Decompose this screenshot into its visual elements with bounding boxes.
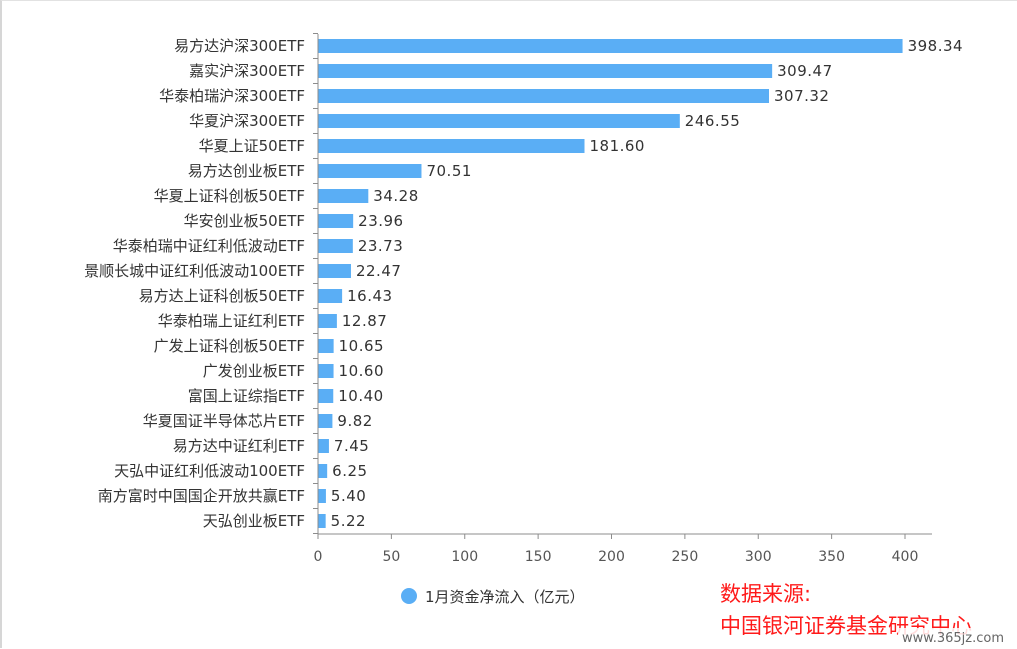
bar (318, 264, 351, 278)
category-label: 华泰柏瑞中证红利低波动ETF (113, 237, 305, 255)
axis-layer: 0 50 100 150 200 250 300 350 400 (313, 33, 932, 565)
value-label: 23.96 (358, 212, 403, 230)
bar (318, 314, 337, 328)
category-label: 华夏国证半导体芯片ETF (143, 412, 305, 430)
category-label: 华夏上证50ETF (199, 137, 305, 155)
x-tick-label: 300 (745, 549, 772, 565)
category-label: 广发创业板ETF (203, 362, 305, 380)
value-label: 398.34 (908, 37, 964, 55)
watermark-text: www.365jz.com (902, 631, 1004, 646)
value-label: 9.82 (337, 412, 372, 430)
value-label: 23.73 (358, 237, 403, 255)
bar (318, 414, 333, 428)
bar (318, 64, 773, 78)
bar (318, 164, 422, 178)
bar (318, 514, 326, 528)
x-tick-label: 0 (314, 549, 323, 565)
value-label: 70.51 (426, 162, 471, 180)
legend-label: 1月资金净流入（亿元） (425, 588, 585, 606)
x-tick-label: 350 (818, 549, 845, 565)
value-label: 5.40 (331, 487, 366, 505)
bar (318, 339, 334, 353)
category-label: 南方富时中国国企开放共赢ETF (98, 487, 305, 505)
source-line-1: 数据来源: (720, 582, 811, 606)
x-tick-label: 200 (598, 549, 625, 565)
category-label: 天弘中证红利低波动100ETF (114, 462, 305, 480)
bar (318, 114, 680, 128)
bar (318, 214, 354, 228)
value-label: 7.45 (334, 437, 369, 455)
x-tick-label: 150 (525, 549, 552, 565)
value-label: 10.40 (338, 387, 383, 405)
bar (318, 189, 369, 203)
x-tick-label: 100 (451, 549, 478, 565)
value-label: 10.65 (339, 337, 384, 355)
category-label: 华夏沪深300ETF (189, 112, 305, 130)
category-label: 易方达沪深300ETF (174, 37, 305, 55)
value-label: 16.43 (347, 287, 392, 305)
bar (318, 389, 334, 403)
value-label: 10.60 (339, 362, 384, 380)
bar (318, 39, 903, 53)
category-label: 易方达上证科创板50ETF (139, 287, 305, 305)
x-tick-label: 400 (892, 549, 919, 565)
category-label: 易方达中证红利ETF (173, 437, 305, 455)
value-label: 307.32 (774, 87, 830, 105)
value-label: 34.28 (373, 187, 418, 205)
category-label: 嘉实沪深300ETF (189, 62, 305, 80)
value-label: 246.55 (685, 112, 741, 130)
category-label: 景顺长城中证红利低波动100ETF (84, 262, 305, 280)
bar (318, 89, 769, 103)
bar (318, 364, 334, 378)
category-label: 华泰柏瑞上证红利ETF (158, 312, 305, 330)
value-label: 309.47 (777, 62, 833, 80)
x-tick-label: 50 (382, 549, 400, 565)
value-label: 6.25 (332, 462, 367, 480)
bar (318, 464, 328, 478)
category-label: 华安创业板50ETF (184, 212, 305, 230)
x-tick-label: 250 (672, 549, 699, 565)
watermark-backdrop (898, 628, 1016, 646)
bar (318, 139, 585, 153)
bar (318, 289, 343, 303)
bar (318, 239, 353, 253)
legend-marker (401, 588, 417, 604)
bar (318, 439, 329, 453)
value-label: 5.22 (331, 512, 366, 530)
legend[interactable]: 1月资金净流入（亿元） (401, 588, 585, 606)
watermark: www.365jz.com (898, 628, 1016, 646)
category-label: 华夏上证科创板50ETF (154, 187, 305, 205)
category-label: 富国上证综指ETF (188, 387, 305, 405)
value-label: 181.60 (589, 137, 645, 155)
bar (318, 489, 326, 503)
value-label: 22.47 (356, 262, 401, 280)
category-label: 易方达创业板ETF (188, 162, 305, 180)
category-label: 广发上证科创板50ETF (154, 337, 305, 355)
category-label: 华泰柏瑞沪深300ETF (159, 87, 305, 105)
category-label: 天弘创业板ETF (203, 512, 305, 530)
bars-layer: 易方达沪深300ETF 398.34 嘉实沪深300ETF 309.47 华泰柏瑞沪深3… (84, 37, 964, 530)
value-label: 12.87 (342, 312, 387, 330)
